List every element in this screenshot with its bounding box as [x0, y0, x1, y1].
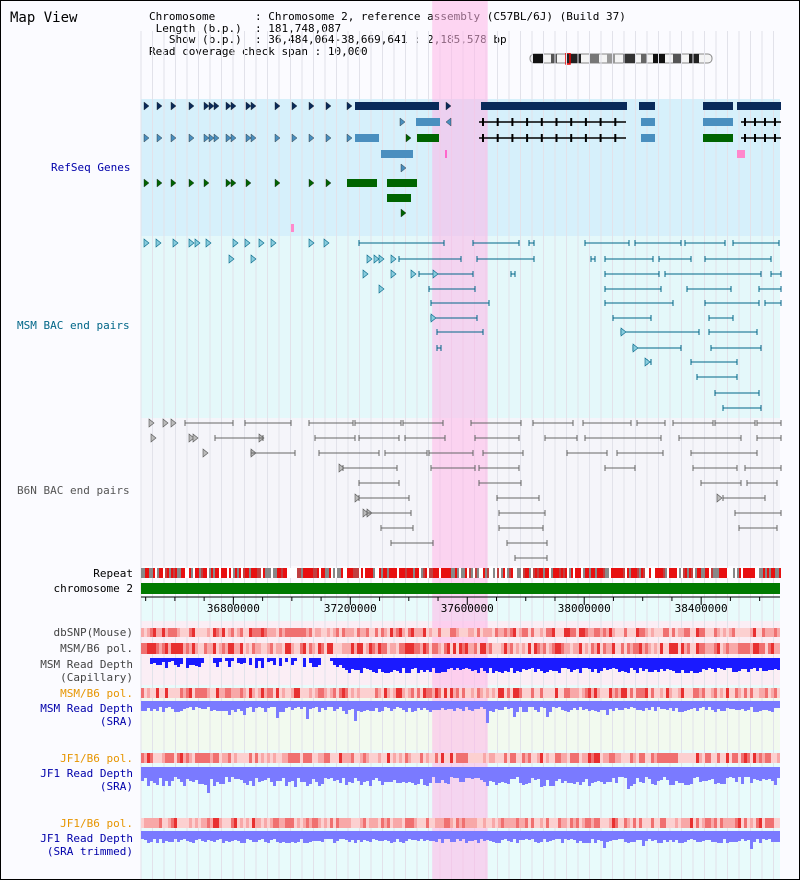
b6n-bac-label: B6N BAC end pairs — [17, 484, 130, 497]
msm-bac-pairs[interactable] — [143, 238, 782, 411]
msm-b6-pol-sra-strip[interactable] — [141, 688, 780, 698]
jf1-depth-trim-track[interactable] — [141, 831, 780, 849]
info-length: Length (b.p.) : 181,748,087 — [149, 21, 342, 35]
jf1-depth-sra-track[interactable] — [141, 767, 780, 793]
msm-depth-cap-track[interactable] — [150, 658, 780, 673]
msm-depth-sra-track[interactable] — [141, 701, 780, 723]
axis-tick-label: 37600000 — [440, 602, 494, 615]
msm-b6-pol-sra-label: MSM/B6 pol. — [60, 687, 133, 700]
jf1-depth-sra-label: JF1 Read Depth (SRA) — [40, 767, 133, 793]
page-title: Map View — [10, 10, 78, 26]
axis-tick-label: 38400000 — [674, 602, 728, 615]
jf1-b6-pol-label: JF1/B6 pol. — [60, 752, 133, 765]
dbsnp-label: dbSNP(Mouse) — [53, 626, 133, 639]
axis-tick-label: 37200000 — [323, 602, 377, 615]
axis-tick-label: 36800000 — [206, 602, 260, 615]
chromosome-bar — [141, 583, 780, 594]
refseq-genes-label: RefSeq Genes — [51, 161, 131, 174]
selected-region-highlight — [432, 1, 488, 879]
msm-b6-pol-cap-strip[interactable] — [141, 643, 780, 654]
jf1-depth-trim-label: JF1 Read Depth (SRA trimmed) — [40, 832, 133, 858]
jf1-b6-pol-strip[interactable] — [141, 753, 780, 763]
dbsnp-strip[interactable] — [141, 628, 780, 637]
msm-depth-cap-label: MSM Read Depth (Capillary) — [40, 658, 133, 684]
axis-tick-label: 38000000 — [557, 602, 611, 615]
repeat-track[interactable] — [141, 568, 781, 578]
refseq-gene-features[interactable] — [143, 101, 781, 232]
msm-depth-sra-label: MSM Read Depth (SRA) — [40, 702, 133, 728]
jf1-b6-pol-trim-strip[interactable] — [141, 818, 780, 828]
msm-b6-pol-cap-label: MSM/B6 pol. — [60, 642, 133, 655]
b6n-bac-pairs[interactable] — [148, 418, 782, 561]
msm-bac-label: MSM BAC end pairs — [17, 319, 130, 332]
chromosome-ideogram[interactable] — [529, 53, 715, 65]
grid-lines — [140, 31, 774, 879]
position-axis — [141, 596, 780, 605]
chromosome-track-label: chromosome 2 — [53, 582, 133, 595]
jf1-b6-pol-trim-label: JF1/B6 pol. — [60, 817, 133, 830]
repeat-label: Repeat — [93, 567, 133, 580]
